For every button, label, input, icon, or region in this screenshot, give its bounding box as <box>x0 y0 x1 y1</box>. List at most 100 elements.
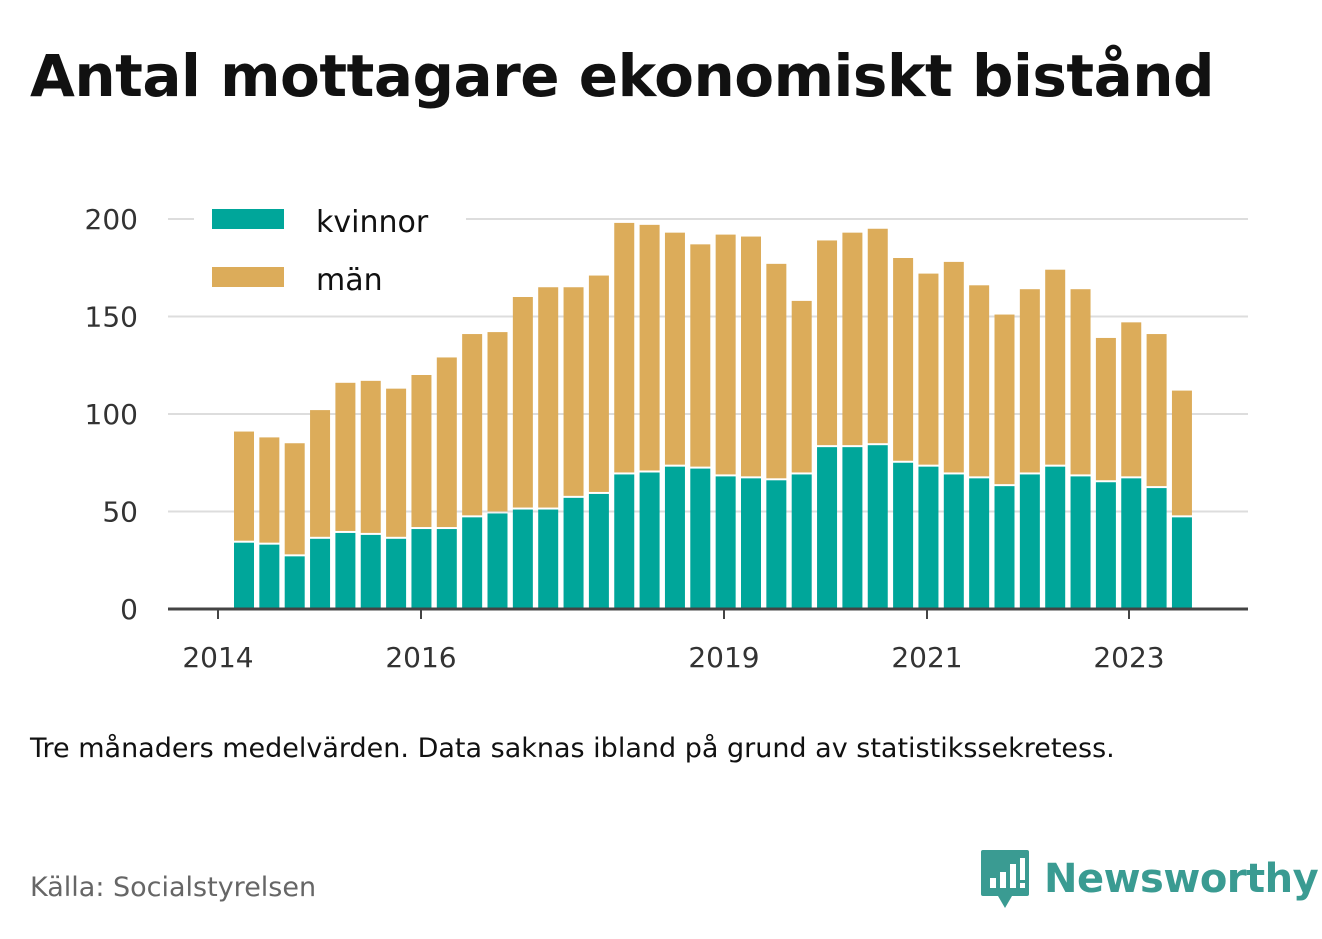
bar-kvinnor <box>1121 478 1142 609</box>
bar-man <box>867 228 888 444</box>
bar-kvinnor <box>664 466 685 609</box>
bar-kvinnor <box>943 474 964 609</box>
bar-man <box>969 285 990 477</box>
bar-kvinnor <box>741 478 761 609</box>
bar-man <box>512 297 533 508</box>
bar-kvinnor <box>234 542 254 609</box>
legend: kvinnor män <box>194 200 466 300</box>
bar-kvinnor <box>436 529 457 609</box>
bar-kvinnor <box>411 529 432 609</box>
bar-man <box>690 244 711 467</box>
bar-kvinnor <box>1146 488 1167 609</box>
bar-man <box>360 380 381 533</box>
bar-kvinnor <box>867 445 888 609</box>
bar-kvinnor <box>462 517 483 609</box>
legend-label-man: män <box>316 263 383 298</box>
bar-man <box>1146 334 1167 487</box>
y-tick-label: 150 <box>85 301 138 334</box>
bar-man <box>893 258 914 461</box>
bar-kvinnor <box>386 538 407 609</box>
bar-kvinnor <box>1171 517 1192 609</box>
source-credit: Källa: Socialstyrelsen <box>30 872 317 903</box>
brand-logo: Newsworthy <box>980 848 1319 910</box>
bar-man <box>588 275 609 492</box>
bar-man <box>563 287 584 496</box>
bar-man <box>842 232 863 446</box>
bar-kvinnor <box>715 476 736 609</box>
y-tick-label: 200 <box>85 203 138 236</box>
bar-man <box>715 234 736 475</box>
bar-kvinnor <box>690 468 711 609</box>
bar-man <box>1171 390 1192 516</box>
bar-man <box>918 273 939 465</box>
bar-kvinnor <box>842 447 863 609</box>
bar-kvinnor <box>310 538 331 609</box>
brand-name: Newsworthy <box>1044 856 1319 902</box>
x-tick-label: 2023 <box>1093 641 1164 674</box>
bar-man <box>1095 337 1116 481</box>
x-tick-label: 2021 <box>891 641 962 674</box>
bar-man <box>1045 269 1066 465</box>
bar-man <box>1019 289 1040 473</box>
x-tick-label: 2016 <box>385 641 456 674</box>
bar-kvinnor <box>817 447 838 609</box>
bar-man <box>943 261 964 473</box>
bar-chart-speech-bubble-icon <box>981 850 1029 908</box>
bar-man <box>741 236 761 477</box>
bar-kvinnor <box>1070 476 1091 609</box>
bar-kvinnor <box>284 556 305 609</box>
bar-kvinnor <box>791 474 812 609</box>
bar-kvinnor <box>1019 474 1040 609</box>
bar-man <box>1121 322 1142 477</box>
bar-kvinnor <box>918 466 939 609</box>
bar-man <box>766 263 787 479</box>
bar-man <box>1070 289 1091 475</box>
bar-kvinnor <box>512 509 533 609</box>
bar-kvinnor <box>766 480 787 609</box>
axes: 0 50 100 150 200 2014 2016 2019 2021 2023 <box>85 203 1248 674</box>
stacked-bar-chart: 0 50 100 150 200 2014 2016 2019 2021 2023 kvinnor… <box>85 200 1248 674</box>
chart-title: Antal mottagare ekonomiskt bistånd <box>30 42 1215 110</box>
bar-kvinnor <box>335 532 356 609</box>
bar-kvinnor <box>639 472 660 609</box>
bar-kvinnor <box>893 462 914 609</box>
x-tick-label: 2014 <box>182 641 253 674</box>
bar-kvinnor <box>259 544 280 609</box>
bar-man <box>487 332 508 512</box>
bars <box>234 222 1192 609</box>
bar-man <box>791 300 812 473</box>
bar-man <box>639 224 660 471</box>
bar-kvinnor <box>1095 482 1116 609</box>
bar-man <box>259 437 280 543</box>
bar-man <box>614 222 635 473</box>
bar-kvinnor <box>487 513 508 609</box>
bar-kvinnor <box>994 486 1015 609</box>
bar-man <box>386 388 407 537</box>
bar-kvinnor <box>969 478 990 609</box>
x-tick-label: 2019 <box>688 641 759 674</box>
bar-man <box>284 443 305 555</box>
legend-swatch-kvinnor <box>212 209 284 229</box>
bar-kvinnor <box>1045 466 1066 609</box>
chart-note: Tre månaders medelvärden. Data saknas ib… <box>30 733 1115 764</box>
bar-man <box>310 410 331 537</box>
bar-kvinnor <box>588 493 609 609</box>
bar-man <box>538 287 559 508</box>
bar-man <box>436 357 457 528</box>
bar-man <box>411 375 432 528</box>
bar-man <box>462 334 483 516</box>
bar-man <box>335 382 356 531</box>
y-tick-label: 50 <box>102 496 138 529</box>
legend-swatch-man <box>212 267 284 287</box>
bar-kvinnor <box>538 509 559 609</box>
bar-man <box>994 314 1015 485</box>
bar-man <box>664 232 685 465</box>
bar-kvinnor <box>563 497 584 609</box>
legend-label-kvinnor: kvinnor <box>316 205 429 240</box>
bar-kvinnor <box>614 474 635 609</box>
bar-man <box>817 240 838 446</box>
y-tick-label: 100 <box>85 398 138 431</box>
y-tick-label: 0 <box>120 593 138 626</box>
bar-man <box>234 431 254 541</box>
bar-kvinnor <box>360 534 381 609</box>
